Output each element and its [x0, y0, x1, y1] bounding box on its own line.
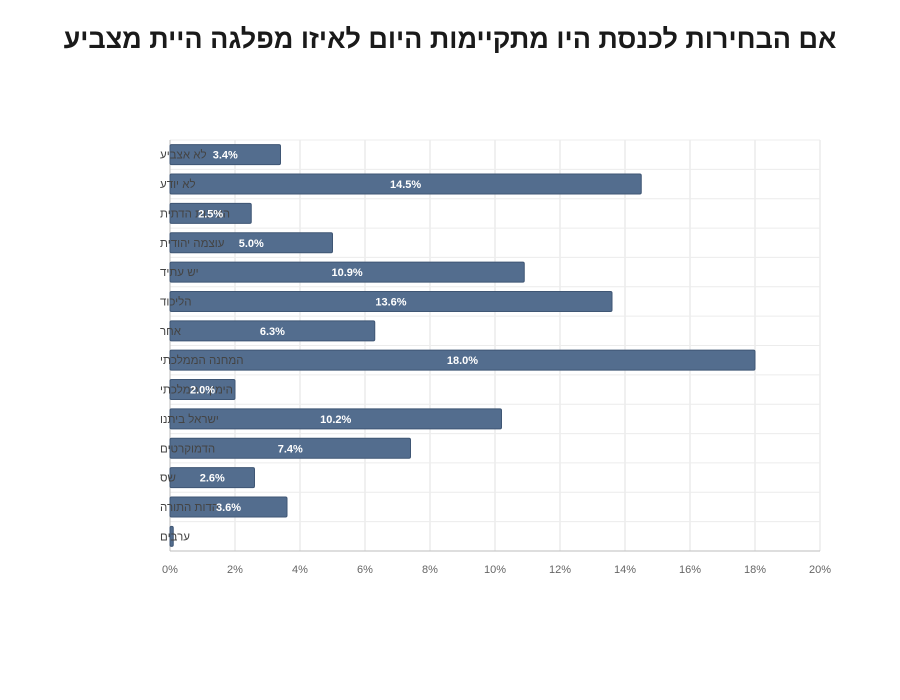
- data-label: 3.4%: [213, 150, 238, 162]
- data-label: 3.6%: [216, 502, 241, 514]
- bar: [169, 525, 174, 547]
- data-label: 7.4%: [278, 443, 303, 455]
- x-tick-label: 12%: [549, 564, 571, 576]
- category-label: הדמוקרטים: [160, 443, 215, 455]
- bar: [169, 202, 252, 224]
- category-label: הציונות הדתית: [160, 208, 230, 220]
- bar: [169, 261, 525, 283]
- category-label: המחנה הממלכתי: [160, 354, 244, 367]
- data-label: 2.0%: [190, 385, 215, 397]
- x-tick-label: 14%: [614, 564, 636, 576]
- bar: [169, 144, 281, 166]
- x-tick-label: 10%: [484, 564, 506, 576]
- chart-title: אם הבחירות לכנסת היו מתקיימות היום לאיזו…: [63, 24, 837, 54]
- data-label: 2.5%: [198, 208, 223, 220]
- x-tick-label: 6%: [357, 564, 373, 576]
- x-tick-label: 8%: [422, 564, 438, 576]
- data-label: 6.3%: [260, 326, 285, 338]
- category-label: יהדות התורה: [160, 502, 222, 514]
- bar: [169, 232, 333, 254]
- category-label: אחר: [160, 326, 182, 338]
- category-label: עוצמה יהודית: [160, 238, 225, 250]
- category-label: הימין הממלכתי: [160, 384, 233, 397]
- data-label: 14.5%: [390, 179, 421, 191]
- bar: [169, 496, 288, 518]
- bar: [169, 437, 411, 459]
- category-label: לא יודע: [160, 178, 196, 191]
- bar: [169, 320, 376, 342]
- category-label: לא אצביע: [160, 149, 207, 162]
- category-label: יש עתיד: [160, 267, 199, 279]
- x-tick-label: 16%: [679, 564, 701, 576]
- x-tick-label: 20%: [809, 564, 831, 576]
- x-tick-label: 0%: [162, 564, 178, 576]
- category-label: ישראל ביתנו: [160, 413, 219, 426]
- x-tick-label: 2%: [227, 564, 243, 576]
- bar: [169, 173, 642, 195]
- bar: [169, 408, 502, 430]
- category-label: הליכוד: [160, 295, 192, 308]
- bar: [169, 290, 613, 312]
- data-label: 18.0%: [447, 355, 478, 367]
- x-tick-label: 4%: [292, 564, 308, 576]
- bar: [169, 379, 236, 401]
- x-tick-label: 18%: [744, 564, 766, 576]
- bar: [169, 349, 756, 371]
- category-label: ערבים: [160, 531, 190, 543]
- data-label: 10.2%: [320, 414, 351, 426]
- data-label: 13.6%: [375, 296, 406, 308]
- data-label: 5.0%: [239, 238, 264, 250]
- category-label: שס: [160, 473, 176, 485]
- data-label: 10.9%: [332, 267, 363, 279]
- bar: [169, 467, 255, 489]
- data-label: 2.6%: [200, 473, 225, 485]
